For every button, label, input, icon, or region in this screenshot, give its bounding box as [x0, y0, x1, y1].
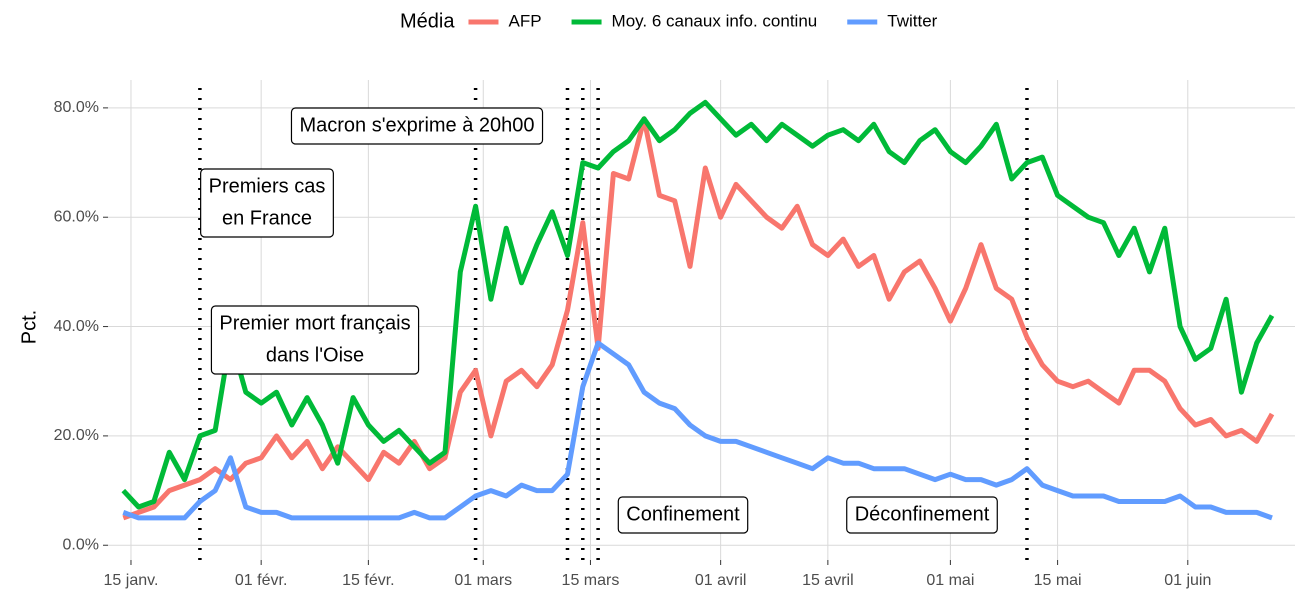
- annotation-box: [617, 496, 749, 534]
- annotation: Premiers cas en France: [200, 168, 334, 238]
- legend-title: Média: [400, 10, 455, 32]
- x-tick-label: 01 févr.: [235, 572, 287, 589]
- annotation: Déconfinement: [846, 496, 998, 534]
- annotation: Premier mort français dans l'Oise: [210, 305, 420, 375]
- legend-label: Twitter: [887, 11, 937, 30]
- annotation-text: Déconfinement: [855, 503, 990, 525]
- x-tick-label: 01 juin: [1164, 572, 1211, 589]
- annotation: Macron s'exprime à 20h00: [290, 107, 544, 145]
- legend-label: Moy. 6 canaux info. continu: [612, 11, 818, 30]
- legend-label: AFP: [508, 11, 541, 30]
- annotation-text: Macron s'exprime à 20h00: [299, 114, 534, 136]
- x-tick-label: 15 mai: [1034, 572, 1082, 589]
- x-tick-label: 01 mars: [454, 572, 512, 589]
- annotation-text: Premiers cas: [209, 175, 326, 197]
- annotation-text: Premier mort français: [219, 312, 410, 334]
- annotation-text: en France: [222, 207, 312, 229]
- annotation-text: Confinement: [626, 503, 740, 525]
- x-tick-label: 15 avril: [802, 572, 854, 589]
- x-tick-label: 01 avril: [695, 572, 747, 589]
- x-tick-label: 01 mai: [926, 572, 974, 589]
- annotation-box: [290, 107, 544, 145]
- y-tick-label: 60.0%: [54, 208, 99, 225]
- x-tick-label: 15 janv.: [104, 572, 159, 589]
- y-tick-label: 0.0%: [63, 536, 99, 553]
- annotation-box: [210, 305, 420, 375]
- x-tick-label: 15 févr.: [342, 572, 394, 589]
- y-tick-label: 20.0%: [54, 427, 99, 444]
- annotation-text: dans l'Oise: [266, 344, 364, 366]
- annotation: Confinement: [617, 496, 749, 534]
- y-axis-label: Pct.: [18, 310, 40, 344]
- annotation-box: [200, 168, 334, 238]
- series-line: [122, 116, 1275, 521]
- y-tick-label: 40.0%: [54, 318, 99, 335]
- x-tick-label: 15 mars: [562, 572, 620, 589]
- series-line: [122, 340, 1273, 521]
- y-tick-label: 80.0%: [54, 99, 99, 116]
- annotation-box: [846, 496, 998, 534]
- series-line: [121, 99, 1275, 510]
